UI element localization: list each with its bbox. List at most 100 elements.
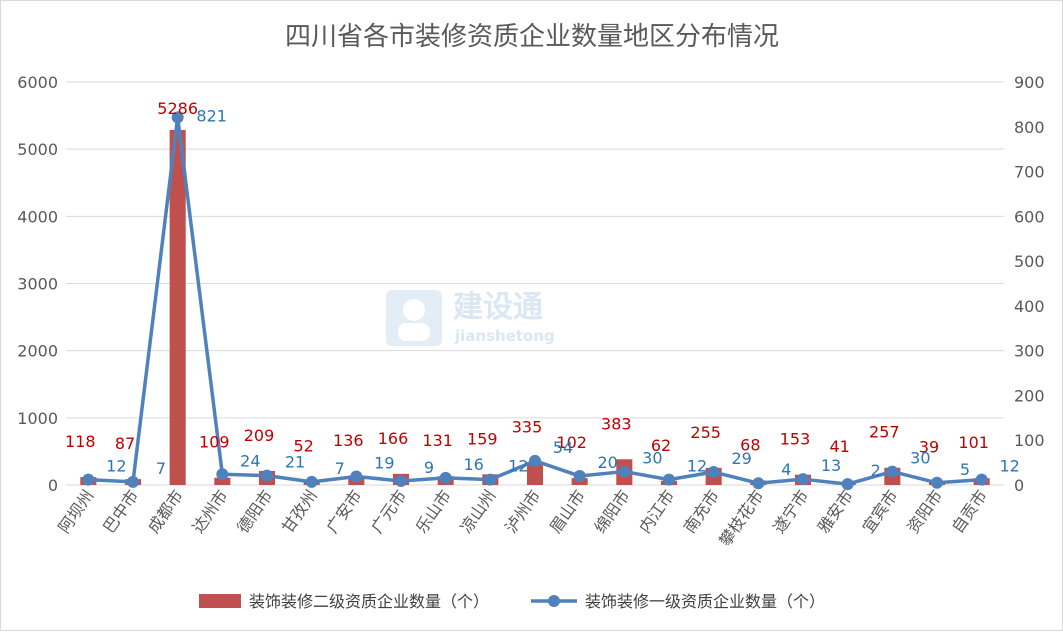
line-data-label: 12 bbox=[106, 457, 126, 476]
line-point bbox=[127, 475, 139, 488]
y-right-tick-label: 500 bbox=[1014, 252, 1045, 271]
line-point bbox=[261, 469, 273, 482]
line-data-label: 12 bbox=[999, 457, 1019, 476]
y-right-tick-label: 300 bbox=[1014, 342, 1045, 361]
bar-data-label: 335 bbox=[512, 417, 543, 436]
line-data-label: 2 bbox=[871, 461, 881, 480]
y-right-tick-label: 700 bbox=[1014, 163, 1045, 182]
legend: 装饰装修二级资质企业数量（个） 装饰装修一级资质企业数量（个） bbox=[199, 592, 825, 611]
line-point bbox=[975, 473, 988, 486]
y-right-tick-label: 0 bbox=[1014, 476, 1024, 495]
y-left-tick-label: 2000 bbox=[17, 342, 58, 361]
line-point bbox=[305, 475, 318, 488]
watermark-icon-body bbox=[398, 323, 430, 341]
watermark-icon-head bbox=[403, 299, 425, 321]
y-left-tick-label: 3000 bbox=[17, 275, 58, 294]
bar bbox=[214, 477, 231, 485]
x-tick-label: 雅安市 bbox=[814, 486, 857, 536]
y-left-tick-label: 6000 bbox=[17, 73, 58, 92]
line-data-label: 4 bbox=[781, 460, 791, 479]
x-tick-label: 德阳市 bbox=[233, 486, 276, 536]
line-data-label: 54 bbox=[553, 438, 573, 457]
line-point bbox=[707, 466, 720, 479]
x-tick-label: 自贡市 bbox=[948, 486, 991, 536]
x-tick-label: 成都市 bbox=[144, 486, 187, 536]
line-data-label: 19 bbox=[374, 453, 394, 472]
line-point bbox=[573, 470, 586, 483]
line-data-label: 13 bbox=[821, 456, 841, 475]
line-data-label: 20 bbox=[597, 453, 617, 472]
line-point bbox=[216, 468, 229, 481]
line-data-label: 29 bbox=[731, 449, 751, 468]
y-left-tick-label: 0 bbox=[48, 476, 58, 495]
x-tick-label: 阿坝州 bbox=[55, 486, 98, 536]
bar-data-label: 166 bbox=[378, 429, 409, 448]
line-series bbox=[82, 111, 988, 491]
y-left-tick-label: 5000 bbox=[17, 140, 58, 159]
x-tick-label: 资阳市 bbox=[903, 486, 946, 536]
y-right-tick-label: 100 bbox=[1014, 431, 1045, 450]
bar-data-label: 102 bbox=[556, 433, 587, 452]
line-data-label: 30 bbox=[642, 449, 662, 468]
x-tick-label: 巴中市 bbox=[99, 486, 142, 536]
bar-data-label: 153 bbox=[780, 430, 811, 449]
line-point bbox=[350, 470, 363, 483]
x-tick-label: 绵阳市 bbox=[591, 486, 634, 536]
line-point bbox=[484, 473, 497, 486]
line-data-label: 7 bbox=[156, 459, 166, 478]
bar-data-label: 209 bbox=[244, 426, 275, 445]
line-point bbox=[752, 477, 765, 490]
y-right-tick-label: 800 bbox=[1014, 118, 1045, 137]
x-tick-label: 南充市 bbox=[680, 486, 723, 536]
x-tick-label: 乐山市 bbox=[412, 486, 455, 536]
x-tick-label: 达州市 bbox=[189, 486, 232, 536]
bar-data-label: 118 bbox=[65, 432, 96, 451]
line-data-label: 16 bbox=[463, 455, 483, 474]
line-data-label: 24 bbox=[240, 451, 260, 470]
watermark-logo: 建设通 jianshetong bbox=[386, 290, 555, 346]
bar-data-label: 257 bbox=[869, 423, 900, 442]
x-tick-label: 内江市 bbox=[635, 486, 678, 536]
bar-data-label: 101 bbox=[958, 433, 989, 452]
bar-data-label: 136 bbox=[333, 431, 364, 450]
bar-data-label: 159 bbox=[467, 429, 498, 448]
watermark-sub: jianshetong bbox=[454, 327, 555, 345]
bar-data-label: 109 bbox=[199, 433, 230, 452]
bar-data-label: 39 bbox=[919, 437, 939, 456]
bar-data-label: 52 bbox=[293, 437, 313, 456]
x-tick-label: 广安市 bbox=[323, 486, 366, 536]
line-data-label: 821 bbox=[196, 106, 227, 125]
y-right-tick-label: 200 bbox=[1014, 386, 1045, 405]
line-data-label: 21 bbox=[285, 453, 305, 472]
y-right-tick-label: 600 bbox=[1014, 207, 1045, 226]
line-data-label: 7 bbox=[335, 459, 345, 478]
line-point bbox=[931, 476, 943, 489]
line-data-label: 12 bbox=[508, 457, 528, 476]
line-data-label: 30 bbox=[910, 449, 930, 468]
line-point bbox=[82, 473, 95, 486]
bar-data-label: 383 bbox=[601, 414, 632, 433]
bar bbox=[526, 462, 544, 485]
watermark-brand: 建设通 bbox=[453, 290, 543, 325]
line-point bbox=[663, 473, 675, 486]
bar-data-label: 87 bbox=[115, 434, 135, 453]
chart-title: 四川省各市装修资质企业数量地区分布情况 bbox=[285, 22, 779, 52]
y-right-tick-label: 900 bbox=[1014, 73, 1045, 92]
line-point bbox=[395, 474, 407, 487]
legend-label-line: 装饰装修一级资质企业数量（个） bbox=[585, 592, 825, 611]
bar-data-label: 5286 bbox=[157, 99, 198, 118]
legend-label-bar: 装饰装修二级资质企业数量（个） bbox=[249, 592, 489, 611]
legend-swatch-bar bbox=[199, 594, 241, 608]
line-point bbox=[618, 465, 631, 478]
y-left-tick-label: 4000 bbox=[17, 207, 58, 226]
bar-data-label: 41 bbox=[829, 437, 849, 456]
line-data-label: 5 bbox=[960, 460, 970, 479]
x-tick-label: 遂宁市 bbox=[769, 486, 812, 536]
y-right-tick-label: 400 bbox=[1014, 297, 1045, 316]
x-tick-label: 攀枝花市 bbox=[715, 486, 767, 549]
line-point bbox=[529, 454, 541, 467]
line-point bbox=[439, 471, 452, 484]
